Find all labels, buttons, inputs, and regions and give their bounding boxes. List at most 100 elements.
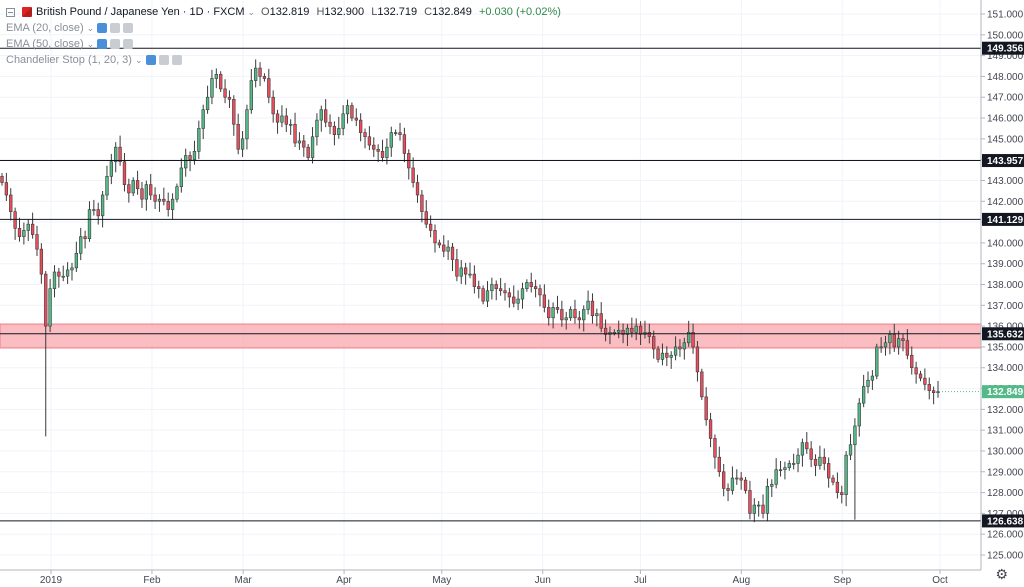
candle-down[interactable] <box>621 329 625 335</box>
candle-up[interactable] <box>735 477 739 480</box>
candle-down[interactable] <box>9 194 13 212</box>
candle-down[interactable] <box>219 74 223 90</box>
candle-down[interactable] <box>927 384 931 391</box>
candle-down[interactable] <box>415 182 420 196</box>
candle-down[interactable] <box>494 284 498 289</box>
candle-down[interactable] <box>39 248 44 275</box>
candle-up[interactable] <box>205 96 210 111</box>
candle-up[interactable] <box>52 271 57 289</box>
candle-up[interactable] <box>48 288 52 327</box>
close-icon[interactable] <box>171 55 182 65</box>
candle-down[interactable] <box>354 117 358 121</box>
candle-up[interactable] <box>65 269 70 277</box>
candle-up[interactable] <box>105 176 109 196</box>
candle-down[interactable] <box>638 325 643 335</box>
candle-up[interactable] <box>26 223 30 231</box>
eye-icon[interactable] <box>145 55 156 65</box>
chevron-down-icon[interactable]: ⌄ <box>86 23 95 33</box>
candle-up[interactable] <box>752 504 756 514</box>
candle-down[interactable] <box>822 456 826 464</box>
candle-up[interactable] <box>682 342 686 350</box>
candle-down[interactable] <box>678 346 682 350</box>
candle-down[interactable] <box>44 273 48 327</box>
candle-up[interactable] <box>586 300 590 310</box>
candle-up[interactable] <box>757 504 761 507</box>
candle-up[interactable] <box>170 198 175 210</box>
candle-up[interactable] <box>883 342 888 348</box>
support-zone[interactable] <box>0 323 984 349</box>
candle-up[interactable] <box>582 309 586 321</box>
close-icon[interactable] <box>123 23 134 33</box>
candle-down[interactable] <box>603 327 608 335</box>
candle-up[interactable] <box>520 288 525 300</box>
candle-up[interactable] <box>870 375 875 381</box>
candle-up[interactable] <box>525 282 529 289</box>
candle-down[interactable] <box>713 438 717 458</box>
candle-up[interactable] <box>74 252 79 269</box>
candle-down[interactable] <box>656 348 660 360</box>
candle-up[interactable] <box>844 454 848 495</box>
candle-down[interactable] <box>805 442 809 450</box>
candle-up[interactable] <box>875 346 879 377</box>
candle-up[interactable] <box>175 186 179 200</box>
study-label[interactable]: EMA (20, close) <box>6 22 84 34</box>
candle-down[interactable] <box>547 307 551 319</box>
candle-down[interactable] <box>4 182 9 196</box>
candle-up[interactable] <box>796 454 800 464</box>
candle-up[interactable] <box>485 290 490 302</box>
candle-down[interactable] <box>376 148 380 152</box>
candle-down[interactable] <box>232 99 236 125</box>
candle-up[interactable] <box>289 123 293 126</box>
candle-up[interactable] <box>341 113 345 129</box>
candle-up[interactable] <box>249 80 253 111</box>
candle-down[interactable] <box>743 479 748 491</box>
candle-down[interactable] <box>599 313 603 329</box>
candle-up[interactable] <box>778 469 783 471</box>
candle-up[interactable] <box>551 307 555 319</box>
eye-icon[interactable] <box>97 23 108 33</box>
candle-down[interactable] <box>704 396 708 421</box>
candle-down[interactable] <box>630 327 634 333</box>
candle-down[interactable] <box>236 123 240 150</box>
candle-up[interactable] <box>131 180 135 194</box>
candle-up[interactable] <box>254 67 258 81</box>
candle-down[interactable] <box>166 200 170 210</box>
study-row-chandelier[interactable]: Chandelier Stop (1, 20, 3) ⌄ <box>6 52 565 68</box>
candle-up[interactable] <box>568 309 573 319</box>
candle-down[interactable] <box>0 176 4 183</box>
candle-up[interactable] <box>214 74 218 79</box>
candle-down[interactable] <box>652 336 656 350</box>
candle-down[interactable] <box>577 317 582 321</box>
candle-down[interactable] <box>367 136 372 146</box>
candle-up[interactable] <box>100 194 105 217</box>
candle-down[interactable] <box>892 334 896 348</box>
candle-up[interactable] <box>310 136 315 158</box>
candle-down[interactable] <box>57 271 61 277</box>
candle-down[interactable] <box>153 194 157 202</box>
gear-icon[interactable] <box>110 23 121 33</box>
candle-down[interactable] <box>918 373 923 379</box>
candle-down[interactable] <box>726 488 730 491</box>
candle-up[interactable] <box>792 463 796 465</box>
candle-up[interactable] <box>612 332 616 334</box>
candle-down[interactable] <box>324 109 328 123</box>
candle-up[interactable] <box>617 329 621 333</box>
candle-down[interactable] <box>695 346 700 373</box>
candle-up[interactable] <box>595 313 599 317</box>
candle-down[interactable] <box>739 477 743 481</box>
candle-down[interactable] <box>748 490 752 514</box>
candle-down[interactable] <box>905 340 910 356</box>
gear-icon[interactable] <box>110 39 121 49</box>
candle-up[interactable] <box>87 209 92 240</box>
candle-down[interactable] <box>398 132 402 135</box>
candle-up[interactable] <box>144 184 148 200</box>
candle-up[interactable] <box>92 209 96 211</box>
candle-up[interactable] <box>660 352 665 360</box>
candle-down[interactable] <box>560 309 564 321</box>
candle-up[interactable] <box>800 442 805 456</box>
candle-down[interactable] <box>420 194 424 212</box>
candle-up[interactable] <box>280 115 284 123</box>
candle-down[interactable] <box>691 332 695 348</box>
candle-down[interactable] <box>529 282 533 287</box>
candle-down[interactable] <box>118 146 122 163</box>
